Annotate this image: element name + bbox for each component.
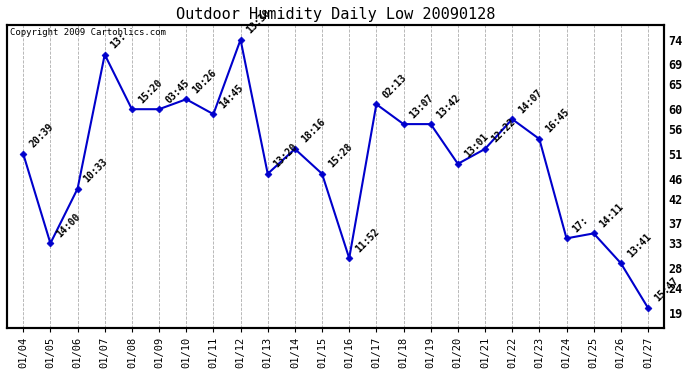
- Text: 11:52: 11:52: [353, 226, 381, 254]
- Text: 15:47: 15:47: [652, 276, 680, 304]
- Text: 14:11: 14:11: [598, 201, 626, 229]
- Text: 10:33: 10:33: [81, 157, 110, 184]
- Text: 20:39: 20:39: [28, 122, 55, 150]
- Text: 13:20: 13:20: [272, 142, 299, 170]
- Text: 14:45: 14:45: [217, 82, 246, 110]
- Text: 13:42: 13:42: [435, 92, 463, 120]
- Text: 14:00: 14:00: [55, 211, 82, 239]
- Text: 03:45: 03:45: [164, 77, 191, 105]
- Text: Copyright 2009 Cartoblics.com: Copyright 2009 Cartoblics.com: [10, 28, 166, 37]
- Text: 13:01: 13:01: [462, 132, 490, 160]
- Text: 13:: 13:: [109, 31, 128, 50]
- Text: 17:: 17:: [571, 214, 590, 234]
- Text: 14:07: 14:07: [516, 87, 544, 115]
- Text: 02:13: 02:13: [381, 72, 408, 100]
- Text: 13:30: 13:30: [245, 8, 273, 36]
- Title: Outdoor Humidity Daily Low 20090128: Outdoor Humidity Daily Low 20090128: [176, 7, 495, 22]
- Text: 10:26: 10:26: [190, 67, 218, 95]
- Text: 15:28: 15:28: [326, 142, 354, 170]
- Text: 13:07: 13:07: [408, 92, 435, 120]
- Text: 16:45: 16:45: [544, 107, 571, 135]
- Text: 18:16: 18:16: [299, 117, 327, 145]
- Text: 13:41: 13:41: [625, 231, 653, 259]
- Text: 12:22: 12:22: [489, 117, 517, 145]
- Text: 15:20: 15:20: [136, 77, 164, 105]
